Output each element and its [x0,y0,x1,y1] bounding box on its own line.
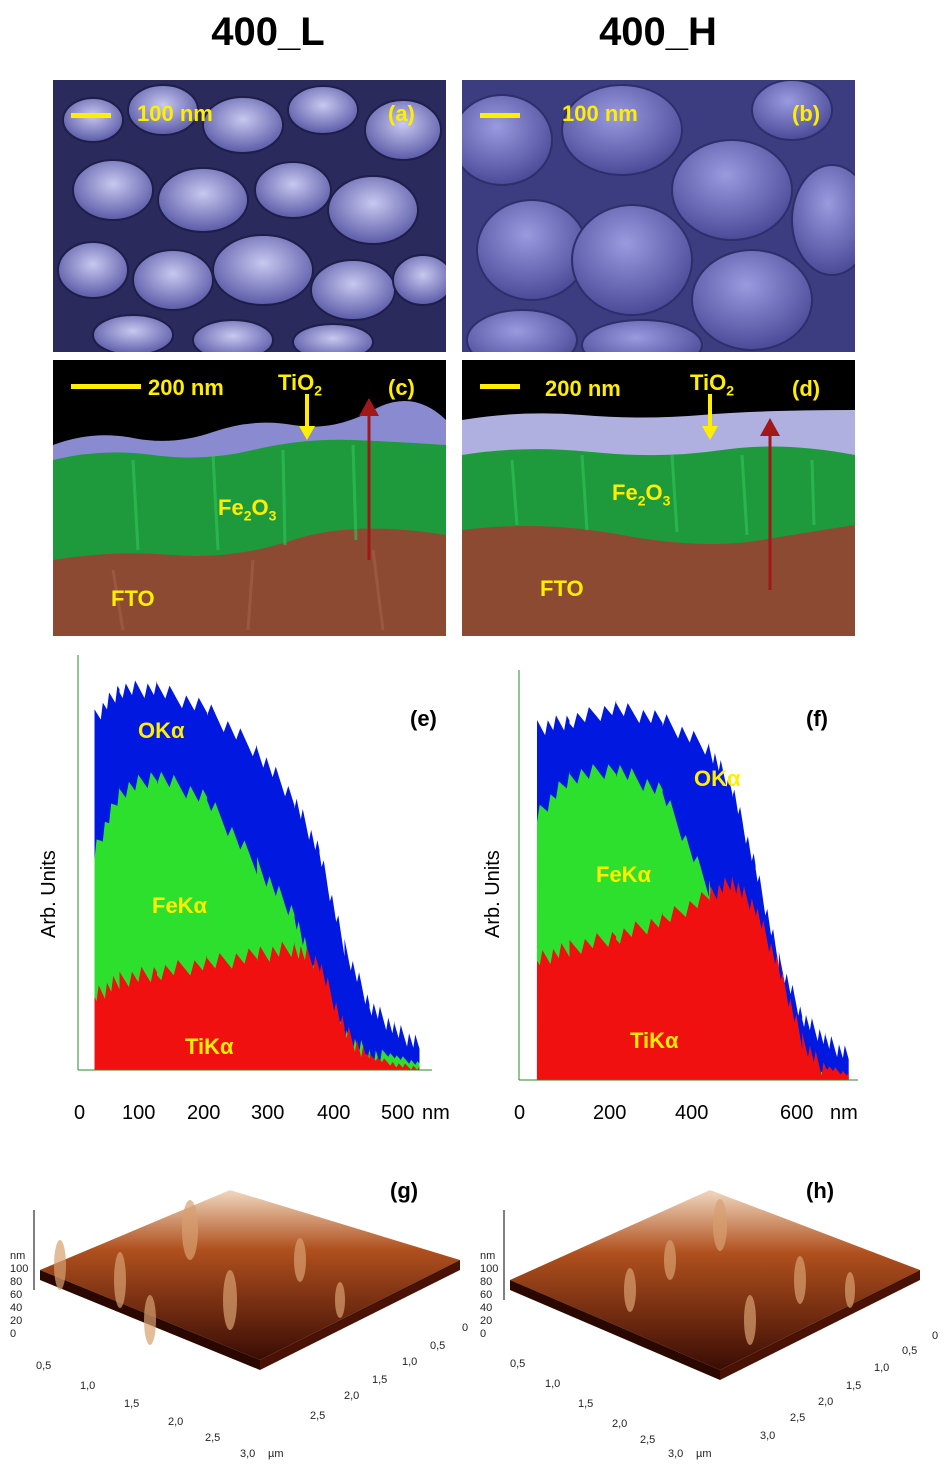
column-title-left: 400_L [211,10,325,54]
z-tick: 80 [480,1276,493,1288]
x-tick-label: 400 [317,1102,351,1124]
x-tick: 1,0 [545,1378,561,1390]
x-tick-label: 0 [514,1102,526,1124]
series-label-tik-e: TiKα [185,1034,234,1059]
y-tick: 0 [932,1330,939,1342]
x-tick: 3,0 [240,1448,256,1460]
tio2-label-d: TiO2 [690,370,735,399]
fe2o3-label-c: Fe2O3 [218,495,277,524]
x-tick: 0,5 [36,1360,52,1372]
xy-unit: µm [268,1448,284,1460]
eds-linescan-chart-f [518,670,858,1081]
x-tick-label: 300 [251,1102,285,1124]
z-tick: 100 [480,1263,499,1275]
afm-surface-g [33,1190,460,1370]
z-tick: 20 [10,1315,23,1327]
sem-cross-section-d: 200 nm TiO2 (d) Fe2O3 FTO [462,360,855,636]
z-tick: 0 [480,1328,487,1340]
y-tick: 1,0 [874,1362,890,1374]
series-label-fek-e: FeKα [152,893,208,918]
y-tick: 2,5 [790,1412,806,1424]
y-tick: 2,0 [344,1390,360,1402]
x-tick: 2,5 [205,1432,221,1444]
sem-image-b: 100 nm (b) [462,80,855,352]
panel-label-b: (b) [792,101,821,126]
eds-linescan-chart-e [77,655,432,1071]
z-unit: nm [10,1250,26,1262]
xy-unit: µm [696,1448,712,1460]
x-tick: 1,5 [124,1398,140,1410]
z-tick: 60 [10,1289,23,1301]
series-area-2 [536,874,849,1080]
x-tick: 3,0 [668,1448,684,1460]
z-tick: 80 [10,1276,23,1288]
ylabel-e: Arb. Units [38,850,60,938]
x-tick-label: 200 [593,1102,627,1124]
x-tick: 1,5 [578,1398,594,1410]
ylabel-f: Arb. Units [482,850,504,938]
afm-surface-h [503,1190,920,1380]
y-tick: 0,5 [902,1345,918,1357]
scale-label-d: 200 nm [545,376,621,401]
x-tick: 2,0 [168,1416,184,1428]
series-label-tik-f: TiKα [630,1028,679,1053]
y-tick: 0 [462,1322,469,1334]
panel-label-c: (c) [388,375,415,400]
series-label-ok-f: OKα [694,766,741,791]
panel-label-g: (g) [390,1178,419,1203]
z-unit: nm [480,1250,496,1262]
x-tick-label: 400 [675,1102,709,1124]
x-axis-unit: nm [422,1102,450,1124]
panel-label-h: (h) [806,1178,835,1203]
y-tick: 2,5 [310,1410,326,1422]
fto-label-c: FTO [111,586,155,611]
panel-label-f: (f) [806,706,828,731]
series-area-2 [94,941,420,1070]
column-title-right: 400_H [599,10,717,54]
z-tick: 20 [480,1315,493,1327]
y-tick: 2,0 [818,1396,834,1408]
x-tick-label: 600 [780,1102,814,1124]
z-tick: 0 [10,1328,17,1340]
fto-label-d: FTO [540,576,584,601]
y-tick: 1,5 [372,1374,388,1386]
series-label-fek-f: FeKα [596,862,652,887]
sem-cross-section-c: 200 nm TiO2 (c) Fe2O3 FTO [53,360,446,636]
scale-label-a: 100 nm [137,101,213,126]
z-tick: 60 [480,1289,493,1301]
x-tick-label: 500 [381,1102,415,1124]
x-tick: 0,5 [510,1358,526,1370]
y-tick: 1,0 [402,1356,418,1368]
x-tick-label: 100 [122,1102,156,1124]
y-tick: 1,5 [846,1380,862,1392]
x-tick-label: 200 [187,1102,221,1124]
panel-label-e: (e) [410,706,437,731]
scale-label-c: 200 nm [148,375,224,400]
z-tick: 40 [10,1302,23,1314]
fe2o3-label-d: Fe2O3 [612,480,671,509]
panel-label-a: (a) [388,101,415,126]
x-tick: 1,0 [80,1380,96,1392]
sem-image-a: 100 nm (a) [53,80,446,352]
y-tick: 0,5 [430,1340,446,1352]
y-tick: 3,0 [760,1430,776,1442]
tio2-label-c: TiO2 [278,370,323,399]
scale-label-b: 100 nm [562,101,638,126]
x-tick-label: 0 [74,1102,86,1124]
x-axis-unit: nm [830,1102,858,1124]
panel-label-d: (d) [792,376,821,401]
series-label-ok-e: OKα [138,718,185,743]
x-tick: 2,5 [640,1434,656,1446]
z-tick: 40 [480,1302,493,1314]
z-tick: 100 [10,1263,29,1275]
x-tick: 2,0 [612,1418,628,1430]
